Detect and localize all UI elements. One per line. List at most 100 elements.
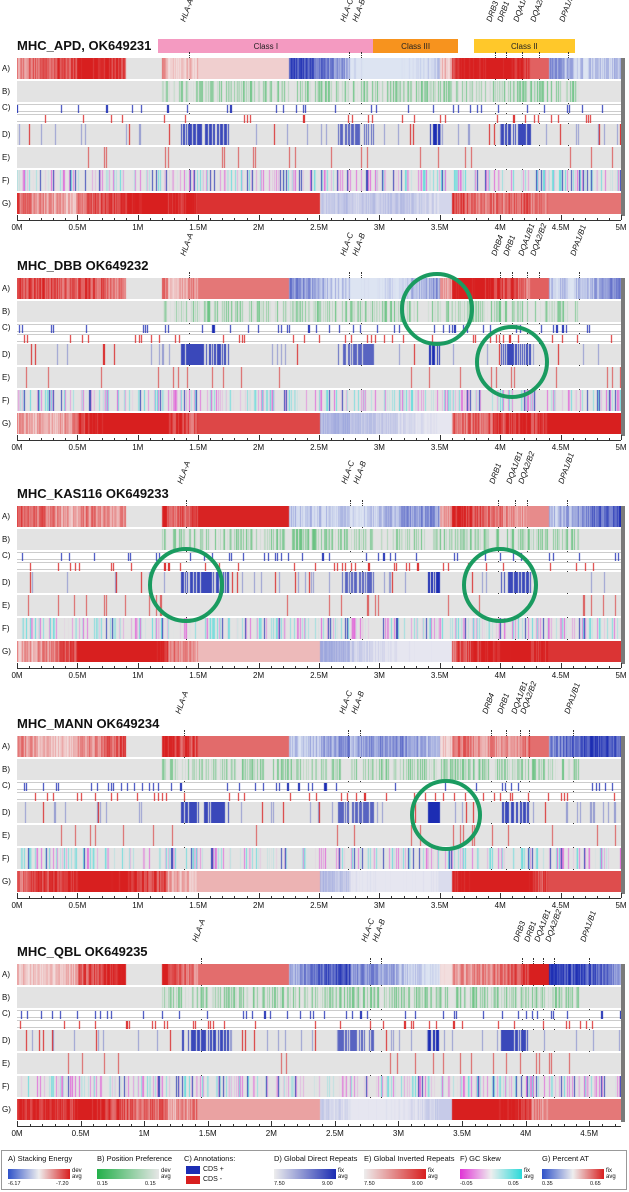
axis-tick <box>439 663 441 668</box>
track-E <box>17 147 621 168</box>
axis-tick <box>379 435 381 440</box>
axis-tick-label: 3.5M <box>430 671 449 680</box>
legend-title: G) Percent AT <box>542 1154 589 1163</box>
track-pattern <box>17 553 621 561</box>
axis-tick <box>161 218 163 220</box>
track-G <box>17 641 621 662</box>
axis-tick <box>451 218 453 220</box>
row-label: F) <box>2 175 10 185</box>
axis-tick <box>331 896 333 898</box>
axis-tick <box>296 1124 298 1126</box>
axis-tick <box>282 218 284 220</box>
highlight-circle <box>475 324 550 399</box>
legend-title: B) Position Preference <box>97 1154 173 1163</box>
track-C2 <box>17 792 621 801</box>
axis-tick <box>53 218 55 220</box>
axis-tick <box>156 1124 158 1126</box>
axis-tick-label: 0M <box>11 1129 23 1138</box>
axis-tick <box>334 1121 336 1126</box>
highlight-circle <box>462 547 539 623</box>
track-F <box>17 170 621 191</box>
track-pattern <box>17 1076 621 1097</box>
axis-tick <box>174 666 176 668</box>
axis-tick <box>210 218 212 220</box>
axis-tick <box>391 666 393 668</box>
axis-tick <box>294 666 296 668</box>
axis-tick <box>234 666 236 668</box>
axis-tick <box>439 215 441 220</box>
axis-tick <box>322 1124 324 1126</box>
track-E <box>17 1053 621 1074</box>
panel-title: MHC_QBL OK649235 <box>17 944 148 959</box>
axis-tick <box>536 896 538 898</box>
row-label: D) <box>2 1035 11 1045</box>
axis-tick <box>42 1124 44 1126</box>
track-B <box>17 301 621 322</box>
panel-title: MHC_DBB OK649232 <box>17 258 149 273</box>
axis-tick <box>355 438 357 440</box>
axis-tick <box>319 215 320 220</box>
row-label: G) <box>2 1104 11 1114</box>
row-label: D) <box>2 349 11 359</box>
track-A <box>17 506 621 527</box>
axis-tick <box>77 893 79 898</box>
axis-tick <box>427 666 429 668</box>
axis-tick <box>306 438 308 440</box>
axis-tick-label: 5M <box>615 223 627 232</box>
legend-title: D) Global Direct Repeats <box>274 1154 358 1163</box>
axis-tick <box>548 438 550 440</box>
gene-label: DPA1/B1 <box>568 223 588 257</box>
row-label: A) <box>2 511 10 521</box>
axis-tick <box>367 438 369 440</box>
axis-tick <box>439 435 441 440</box>
axis-tick <box>207 1121 209 1126</box>
row-label: C) <box>2 781 11 790</box>
axis-tick <box>282 438 284 440</box>
track-B <box>17 81 621 102</box>
row-label: C) <box>2 323 11 332</box>
axis-tick <box>89 666 91 668</box>
axis-tick <box>101 666 103 668</box>
axis-tick <box>195 1124 197 1126</box>
cds-plus-swatch <box>186 1166 200 1174</box>
axis-tick <box>584 218 586 220</box>
axis-tick <box>29 896 31 898</box>
axis-tick <box>17 663 18 668</box>
row-label: A) <box>2 63 10 73</box>
axis-tick <box>415 666 417 668</box>
axis-tick <box>186 438 188 440</box>
legend-side-label: fix avg <box>338 1168 348 1180</box>
axis-tick <box>427 218 429 220</box>
axis-tick <box>596 896 598 898</box>
axis-tick <box>548 896 550 898</box>
axis-tick <box>17 1121 18 1126</box>
axis-tick <box>488 438 490 440</box>
track-pattern <box>17 848 621 869</box>
axis-tick-label: 1M <box>138 1129 150 1138</box>
legend-gradient <box>542 1169 604 1179</box>
track-pattern <box>17 563 621 571</box>
axis-tick-label: 2.5M <box>310 443 328 452</box>
axis-tick <box>306 666 308 668</box>
axis-tick <box>512 1124 514 1126</box>
axis-tick <box>621 893 622 898</box>
cds-plus-label: CDS + <box>203 1166 224 1173</box>
axis-tick <box>131 1124 133 1126</box>
axis-tick <box>474 1124 476 1126</box>
axis-tick <box>17 893 18 898</box>
track-F <box>17 390 621 411</box>
axis-tick <box>149 666 151 668</box>
axis-tick-label: 1M <box>132 443 144 452</box>
axis-tick <box>524 218 526 220</box>
axis-tick <box>462 1121 464 1126</box>
axis-tick-label: 4M <box>494 901 506 910</box>
axis-tick-label: 4M <box>494 443 506 452</box>
axis-tick-label: 0.5M <box>68 443 87 452</box>
axis-tick <box>258 663 260 668</box>
axis-tick <box>538 1124 540 1126</box>
axis-tick <box>65 438 67 440</box>
row-label: B) <box>2 86 10 96</box>
legend-gradient <box>460 1169 522 1179</box>
axis-tick <box>65 218 67 220</box>
axis-tick <box>319 893 320 898</box>
